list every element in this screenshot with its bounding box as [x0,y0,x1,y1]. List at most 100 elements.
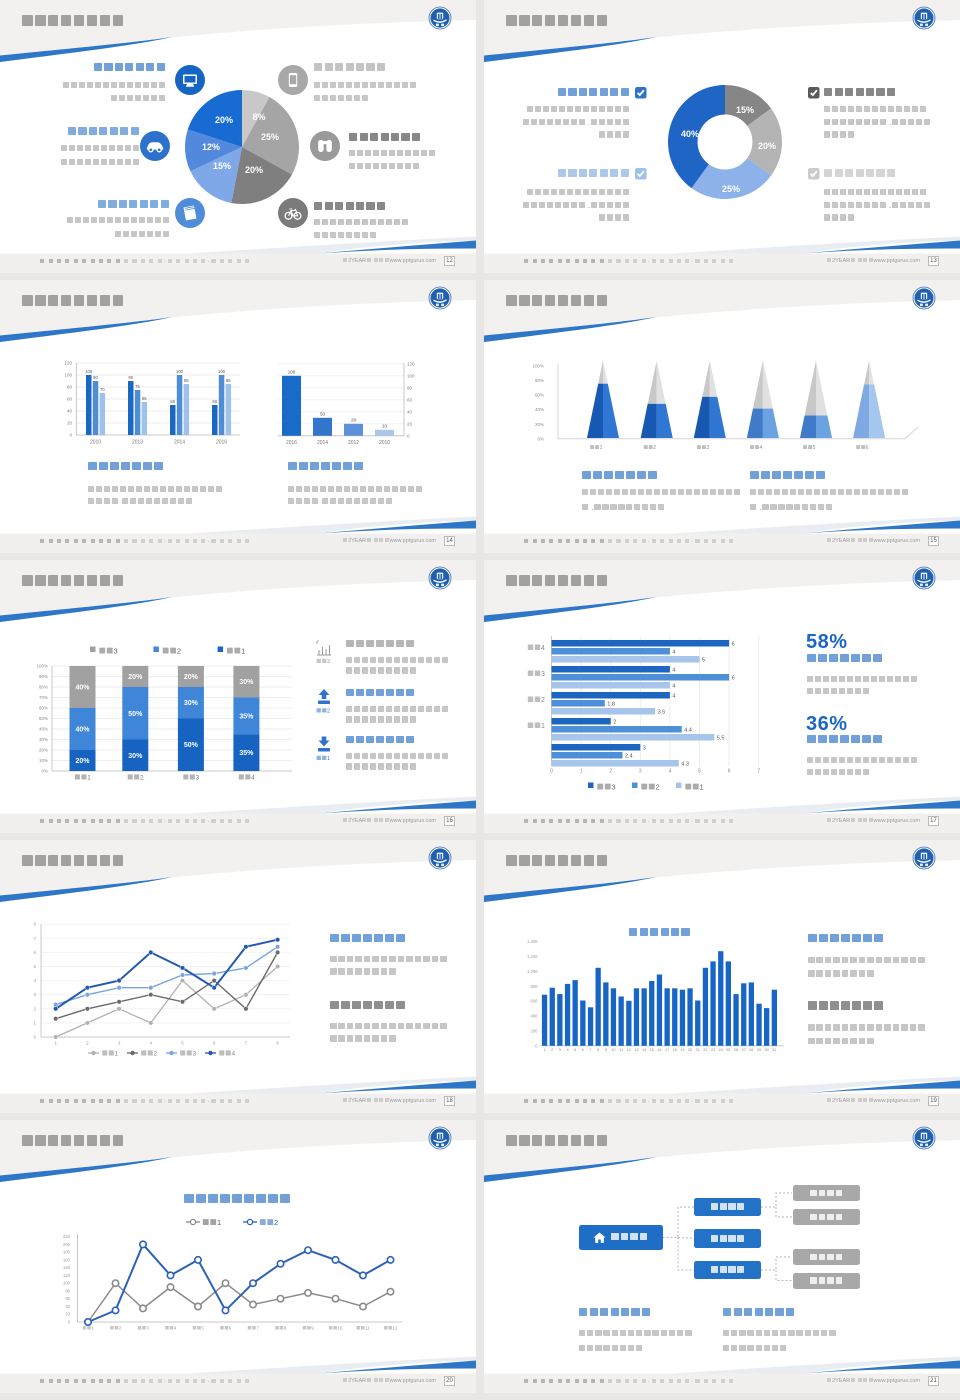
svg-text:8: 8 [33,922,36,927]
svg-text:85: 85 [184,378,189,383]
svg-text:11: 11 [365,1326,370,1331]
svg-text:0: 0 [550,769,553,775]
svg-text:35%: 35% [239,750,254,757]
svg-text:2: 2 [609,769,612,775]
svg-text:5.5: 5.5 [717,735,725,741]
svg-text:85: 85 [226,378,231,383]
svg-text:26: 26 [734,1048,738,1052]
svg-text:3: 3 [559,1048,561,1052]
svg-text:3.5: 3.5 [658,709,666,715]
svg-text:55: 55 [142,396,147,401]
svg-text:20%: 20% [215,115,233,125]
svg-text:160: 160 [63,1257,71,1262]
svg-text:30%: 30% [39,737,48,742]
svg-text:31: 31 [772,1048,776,1052]
svg-text:12%: 12% [202,142,220,152]
svg-text:2014: 2014 [317,440,328,446]
svg-text:10: 10 [611,1048,615,1052]
svg-text:8: 8 [597,1048,599,1052]
svg-text:16: 16 [657,1048,661,1052]
svg-text:0: 0 [535,1043,538,1048]
svg-text:12: 12 [627,1048,631,1052]
svg-text:3: 3 [643,745,646,751]
svg-text:1: 1 [327,756,330,762]
svg-text:40: 40 [407,409,413,414]
svg-text:1: 1 [600,445,603,451]
svg-text:8: 8 [276,1041,279,1046]
svg-text:20: 20 [688,1048,692,1052]
svg-text:19: 19 [680,1048,684,1052]
svg-text:20: 20 [407,421,413,426]
svg-text:2: 2 [541,697,545,704]
svg-text:1.8: 1.8 [607,701,615,707]
svg-text:6: 6 [582,1048,584,1052]
svg-text:50: 50 [212,399,217,404]
svg-text:3: 3 [639,769,642,775]
svg-text:14: 14 [642,1048,646,1052]
svg-text:0: 0 [407,433,410,438]
svg-text:7: 7 [33,936,36,941]
svg-text:24: 24 [719,1048,723,1052]
svg-text:0: 0 [69,433,72,438]
svg-text:11: 11 [619,1048,623,1052]
svg-text:3: 3 [33,992,36,997]
svg-text:20%: 20% [75,758,90,765]
svg-text:20%: 20% [245,165,263,175]
svg-text:2012: 2012 [348,440,359,446]
svg-text:20: 20 [65,1312,70,1317]
svg-text:75: 75 [135,384,140,389]
svg-text:2: 2 [656,783,660,792]
svg-text:29: 29 [757,1048,761,1052]
svg-text:7: 7 [757,769,760,775]
svg-text:50%: 50% [128,711,143,718]
svg-text:25: 25 [726,1048,730,1052]
svg-text:50: 50 [320,411,326,416]
svg-text:1: 1 [91,1326,94,1331]
svg-text:1: 1 [700,783,704,792]
svg-text:1: 1 [580,769,583,775]
svg-text:20%: 20% [128,674,143,681]
svg-text:2010: 2010 [379,440,390,446]
svg-text:30%: 30% [128,753,143,760]
svg-text:4: 4 [541,645,545,652]
svg-text:20%: 20% [535,422,544,427]
svg-text:2: 2 [86,1041,89,1046]
svg-text:2: 2 [154,1051,158,1058]
svg-text:3: 3 [541,671,545,678]
svg-text:6: 6 [866,445,869,451]
svg-text:1: 1 [541,723,545,730]
svg-text:3: 3 [196,775,200,782]
svg-text:2014: 2014 [174,440,185,446]
svg-text:200: 200 [63,1242,71,1247]
svg-text:4: 4 [672,649,675,655]
svg-text:120: 120 [407,361,415,366]
svg-text:3: 3 [118,1041,121,1046]
svg-text:100: 100 [176,369,184,374]
svg-text:20%: 20% [758,141,776,151]
svg-text:100%: 100% [532,363,544,368]
svg-text:5: 5 [181,1041,184,1046]
svg-text:1,400: 1,400 [527,939,538,944]
svg-text:90: 90 [128,375,133,380]
svg-text:100: 100 [85,369,93,374]
svg-text:6: 6 [732,675,735,681]
svg-text:4: 4 [251,775,255,782]
svg-text:60: 60 [65,1296,70,1301]
svg-text:40%: 40% [75,685,90,692]
svg-text:3: 3 [327,659,330,665]
svg-text:5: 5 [702,657,705,663]
svg-text:20: 20 [67,421,73,426]
svg-text:20%: 20% [39,748,48,753]
svg-text:40%: 40% [75,727,90,734]
svg-text:6: 6 [728,769,731,775]
svg-text:50%: 50% [39,716,48,721]
svg-text:30%: 30% [239,679,254,686]
svg-text:70: 70 [100,387,105,392]
svg-text:28: 28 [351,417,357,422]
svg-text:9: 9 [605,1048,607,1052]
svg-text:8: 8 [284,1326,287,1331]
svg-text:8%: 8% [252,112,265,122]
svg-text:120: 120 [63,1273,71,1278]
svg-text:18: 18 [673,1048,677,1052]
svg-text:3: 3 [706,445,709,451]
